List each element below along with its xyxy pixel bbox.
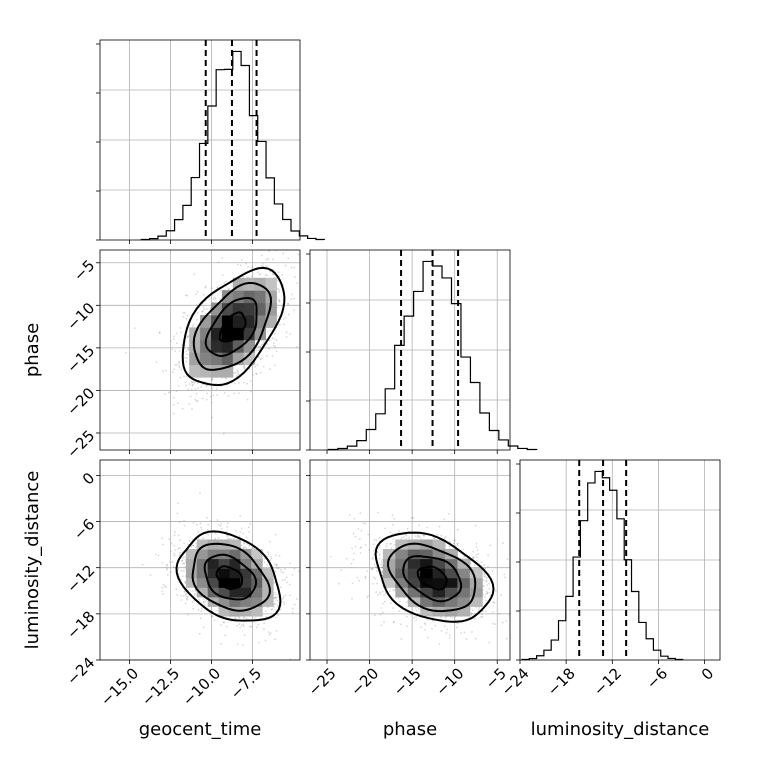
- xtick-label-geocent_time-0: −15.0: [97, 664, 142, 709]
- ytick-label-luminosity_distance-0: −24: [63, 654, 98, 689]
- ytick-label-luminosity_distance-1: −18: [63, 607, 98, 642]
- pair-panel-geocent_time-phase: [96, 249, 301, 454]
- frame-geocent_time-luminosity_distance: [99, 459, 301, 661]
- contour-geocent_time-phase-1: [204, 296, 258, 358]
- xtick-label-luminosity_distance-1: −18: [544, 664, 579, 699]
- pair-panel-geocent_time-luminosity_distance: [96, 459, 301, 664]
- contour-geocent_time-phase-3: [181, 266, 286, 387]
- xtick-label-phase-2: −15: [390, 664, 425, 699]
- pair-panel-phase-luminosity_distance: [306, 459, 511, 664]
- frame-geocent_time-phase: [99, 249, 301, 451]
- contour-phase-luminosity_distance-3: [374, 531, 495, 623]
- ytick-label-phase-2: −15: [63, 342, 98, 377]
- frame-phase-luminosity_distance: [309, 459, 511, 661]
- xtick-label-phase-0: −25: [305, 664, 340, 699]
- contour-phase-luminosity_distance-0: [416, 565, 448, 591]
- xtick-label-geocent_time-1: −12.5: [138, 664, 183, 709]
- ylabel-phase: phase: [22, 323, 43, 377]
- contour-phase-luminosity_distance-2: [386, 542, 477, 613]
- ytick-label-luminosity_distance-2: −12: [63, 561, 98, 596]
- ytick-label-phase-4: −5: [70, 256, 98, 284]
- contour-geocent_time-luminosity_distance-3: [175, 530, 282, 622]
- xlabel-geocent_time: geocent_time: [139, 719, 262, 740]
- ytick-label-phase-3: −10: [63, 299, 98, 334]
- hist-panel-luminosity_distance: [516, 459, 721, 664]
- ytick-label-luminosity_distance-3: −6: [70, 515, 98, 543]
- xtick-label-geocent_time-3: −7.5: [227, 664, 265, 702]
- frame-hist-luminosity_distance: [519, 459, 721, 661]
- xtick-label-luminosity_distance-2: −12: [590, 664, 625, 699]
- ytick-label-phase-0: −25: [63, 427, 98, 462]
- ytick-label-luminosity_distance-4: 0: [79, 469, 98, 488]
- contour-phase-luminosity_distance-1: [402, 555, 463, 603]
- xlabel-phase: phase: [383, 719, 437, 740]
- hist-panel-geocent_time: [96, 39, 325, 244]
- xtick-label-luminosity_distance-4: 0: [698, 664, 717, 683]
- xtick-label-luminosity_distance-0: −24: [498, 664, 533, 699]
- xtick-label-geocent_time-2: −10.0: [179, 664, 224, 709]
- xtick-label-phase-3: −10: [432, 664, 467, 699]
- contour-geocent_time-luminosity_distance-2: [191, 542, 271, 612]
- contour-geocent_time-luminosity_distance-1: [203, 553, 258, 601]
- frame-hist-geocent_time: [99, 39, 301, 241]
- contour-geocent_time-phase-0: [218, 311, 247, 343]
- contour-geocent_time-phase-2: [192, 282, 273, 371]
- xlabel-luminosity_distance: luminosity_distance: [531, 719, 710, 740]
- ylabel-luminosity_distance: luminosity_distance: [22, 471, 43, 650]
- ytick-label-phase-1: −20: [63, 384, 98, 419]
- frame-hist-phase: [309, 249, 511, 451]
- contour-geocent_time-luminosity_distance-0: [215, 565, 244, 591]
- xtick-label-luminosity_distance-3: −6: [643, 664, 671, 692]
- hist-panel-phase: [306, 249, 538, 454]
- xtick-label-phase-1: −20: [347, 664, 382, 699]
